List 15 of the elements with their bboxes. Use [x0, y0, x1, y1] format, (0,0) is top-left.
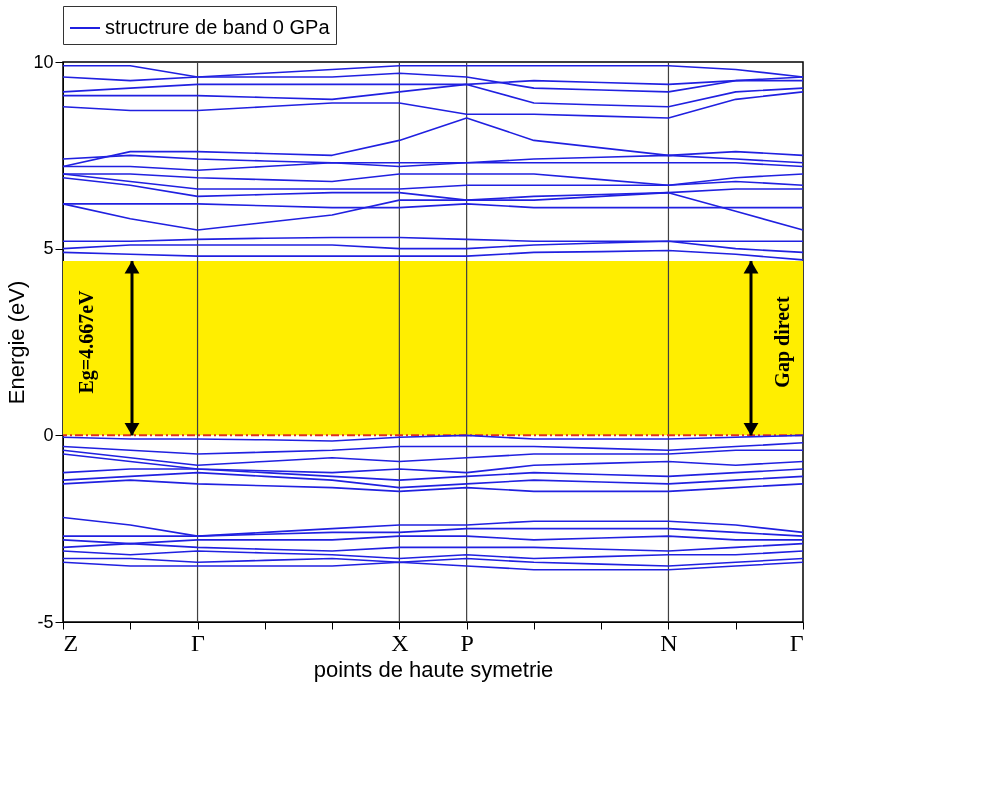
y-tick-label: 10: [33, 51, 54, 72]
y-tick-label: -5: [37, 611, 54, 632]
annotation: Eg=4.667eV: [75, 289, 98, 394]
y-axis-title: Energie (eV): [4, 280, 30, 405]
annotation: Gap direct: [771, 296, 794, 388]
x-tick-label: Z: [63, 629, 79, 656]
x-tick-label: N: [660, 629, 678, 656]
legend-label: structrure de band 0 GPa: [105, 16, 331, 38]
x-tick-label: P: [460, 629, 474, 656]
x-tick-label: X: [391, 629, 409, 656]
x-tick-label: Γ: [191, 629, 206, 656]
y-tick-label: 0: [43, 424, 54, 445]
y-tick-label: 5: [43, 238, 54, 259]
x-axis-title: points de haute symetrie: [313, 656, 554, 682]
x-tick-label: Γ: [789, 629, 804, 656]
